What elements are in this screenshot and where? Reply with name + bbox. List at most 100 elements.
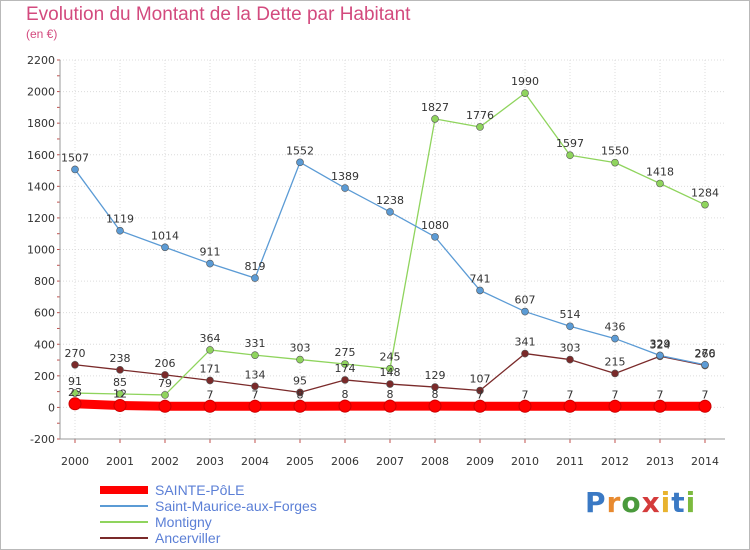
data-label-3: 238 <box>110 352 131 365</box>
series-point-0 <box>248 399 262 413</box>
legend-label: SAINTE-PôLE <box>155 482 245 498</box>
series-point-3 <box>611 369 619 378</box>
series-point-2 <box>656 179 664 188</box>
series-point-0 <box>608 399 622 413</box>
series-point-2 <box>341 360 349 368</box>
series-point-3 <box>476 386 484 395</box>
data-label-1: 819 <box>245 260 266 273</box>
data-label-3: 270 <box>65 347 86 360</box>
series-point-2 <box>71 389 79 397</box>
series-point-1 <box>611 334 619 343</box>
data-label-0: 8 <box>432 388 439 401</box>
x-tick-label: 2014 <box>691 455 719 468</box>
data-label-1: 1119 <box>106 213 134 226</box>
data-label-3: 324 <box>650 338 671 351</box>
series-point-1 <box>566 322 574 331</box>
series-point-2 <box>206 346 214 354</box>
x-tick-label: 2005 <box>286 455 314 468</box>
legend-swatch <box>100 486 148 494</box>
data-label-3: 174 <box>335 362 356 375</box>
x-tick-label: 2001 <box>106 455 134 468</box>
data-label-2: 85 <box>113 376 127 389</box>
legend-swatch <box>100 505 148 507</box>
data-label-2: 364 <box>200 332 221 345</box>
series-point-2 <box>161 391 169 399</box>
series-point-1 <box>431 233 439 241</box>
data-label-2: 331 <box>245 337 266 350</box>
series-point-0 <box>293 399 307 413</box>
legend-label: Montigny <box>155 514 212 530</box>
legend: SAINTE-PôLE Saint-Maurice-aux-Forges Monti… <box>100 482 360 546</box>
series-point-1 <box>476 286 484 295</box>
series-point-3 <box>431 383 439 391</box>
data-label-0: 8 <box>297 388 304 401</box>
series-point-0 <box>698 399 712 413</box>
data-label-1: 329 <box>650 337 671 350</box>
data-label-2: 1284 <box>691 187 719 200</box>
series-point-1 <box>296 158 304 167</box>
y-tick-label: 1000 <box>27 244 55 257</box>
logo-letter: t <box>671 486 686 519</box>
data-label-0: 12 <box>113 388 127 401</box>
data-label-0: 7 <box>612 388 619 401</box>
series-point-0 <box>383 399 397 413</box>
y-tick-label: 1200 <box>27 212 55 225</box>
series-point-3 <box>116 366 124 374</box>
x-tick-label: 2007 <box>376 455 404 468</box>
series-point-1 <box>386 208 394 216</box>
y-tick-label: -200 <box>30 433 55 446</box>
data-label-2: 79 <box>158 377 172 390</box>
legend-item: Montigny <box>100 514 360 530</box>
series-point-1 <box>701 360 709 369</box>
data-label-2: 1418 <box>646 165 674 178</box>
series-point-3 <box>161 371 169 379</box>
data-label-1: 436 <box>605 321 626 334</box>
data-label-0: 7 <box>567 388 574 401</box>
data-label-3: 95 <box>293 374 307 387</box>
data-label-0: 7 <box>207 388 214 401</box>
series-point-1 <box>116 226 124 235</box>
data-label-3: 129 <box>425 369 446 382</box>
data-label-2: 303 <box>290 342 311 355</box>
data-label-1: 607 <box>515 294 536 307</box>
logo-letter: r <box>606 486 622 519</box>
series-point-1 <box>656 351 664 360</box>
y-tick-label: 400 <box>34 338 55 351</box>
logo-letter: i <box>685 486 697 519</box>
series-point-1 <box>341 184 349 192</box>
series-point-3 <box>296 388 304 397</box>
series-point-0 <box>428 399 442 413</box>
x-tick-label: 2013 <box>646 455 674 468</box>
data-label-2: 1550 <box>601 145 629 158</box>
legend-swatch <box>100 521 148 523</box>
data-label-3: 148 <box>380 366 401 379</box>
series-point-2 <box>431 115 439 123</box>
data-label-1: 1552 <box>286 144 314 157</box>
data-label-0: 7 <box>252 388 259 401</box>
series-point-2 <box>296 355 304 364</box>
logo-letter: P <box>585 486 607 519</box>
series-point-3 <box>386 380 394 388</box>
x-tick-label: 2000 <box>61 455 89 468</box>
logo-letter: x <box>641 486 661 519</box>
data-label-3: 206 <box>155 357 176 370</box>
x-tick-label: 2012 <box>601 455 629 468</box>
series-point-0 <box>203 399 217 413</box>
logo-letter: o <box>621 486 642 519</box>
data-label-3: 341 <box>515 336 536 349</box>
data-label-0: 23 <box>68 386 82 399</box>
y-tick-label: 800 <box>34 275 55 288</box>
y-tick-label: 2000 <box>27 86 55 99</box>
series-point-0 <box>473 399 487 413</box>
series-point-3 <box>251 382 259 391</box>
series-point-0 <box>653 399 667 413</box>
legend-label: Ancerviller <box>155 530 221 546</box>
y-tick-label: 0 <box>48 401 55 414</box>
data-label-1: 1014 <box>151 229 179 242</box>
y-tick-label: 1600 <box>27 149 55 162</box>
data-label-0: 8 <box>387 388 394 401</box>
y-tick-label: 2200 <box>27 54 55 67</box>
series-point-3 <box>341 376 349 384</box>
